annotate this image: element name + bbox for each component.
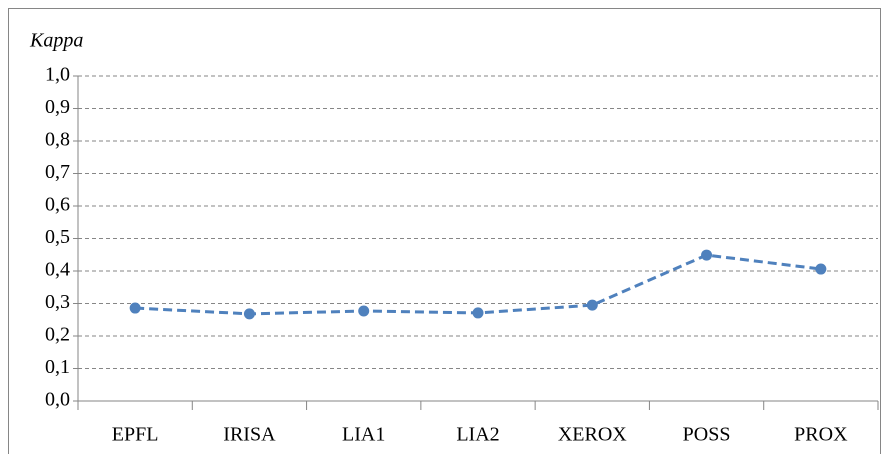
x-tick-label: XEROX	[558, 424, 627, 446]
data-point	[358, 305, 370, 317]
y-axis-label: Kappa	[29, 30, 83, 52]
series-line	[135, 253, 822, 316]
x-tick-label: LIA1	[342, 424, 385, 446]
x-tick-label: IRISA	[223, 424, 276, 446]
y-tick-label: 0,8	[45, 129, 70, 151]
data-point	[472, 307, 484, 319]
x-tick-label: POSS	[683, 424, 731, 446]
data-point	[586, 299, 598, 311]
y-tick-label: 0,0	[45, 389, 70, 411]
y-tick-label: 0,2	[45, 324, 70, 346]
x-tick-label: EPFL	[112, 424, 159, 446]
y-tick-label: 0,3	[45, 291, 70, 313]
data-point	[815, 263, 827, 275]
y-tick-label: 0,7	[45, 161, 70, 183]
y-tick-label: 1,0	[45, 64, 70, 86]
y-tick-label: 0,9	[45, 96, 70, 118]
y-tick-label: 0,5	[45, 226, 70, 248]
data-point	[243, 308, 255, 320]
x-tick-label: LIA2	[456, 424, 499, 446]
y-tick-label: 0,1	[45, 356, 70, 378]
y-tick-label: 0,4	[45, 259, 70, 281]
data-point	[129, 302, 141, 314]
y-tick-label: 0,6	[45, 194, 70, 216]
data-point	[701, 249, 713, 261]
chart-frame	[8, 8, 881, 454]
x-tick-label: PROX	[794, 424, 848, 446]
